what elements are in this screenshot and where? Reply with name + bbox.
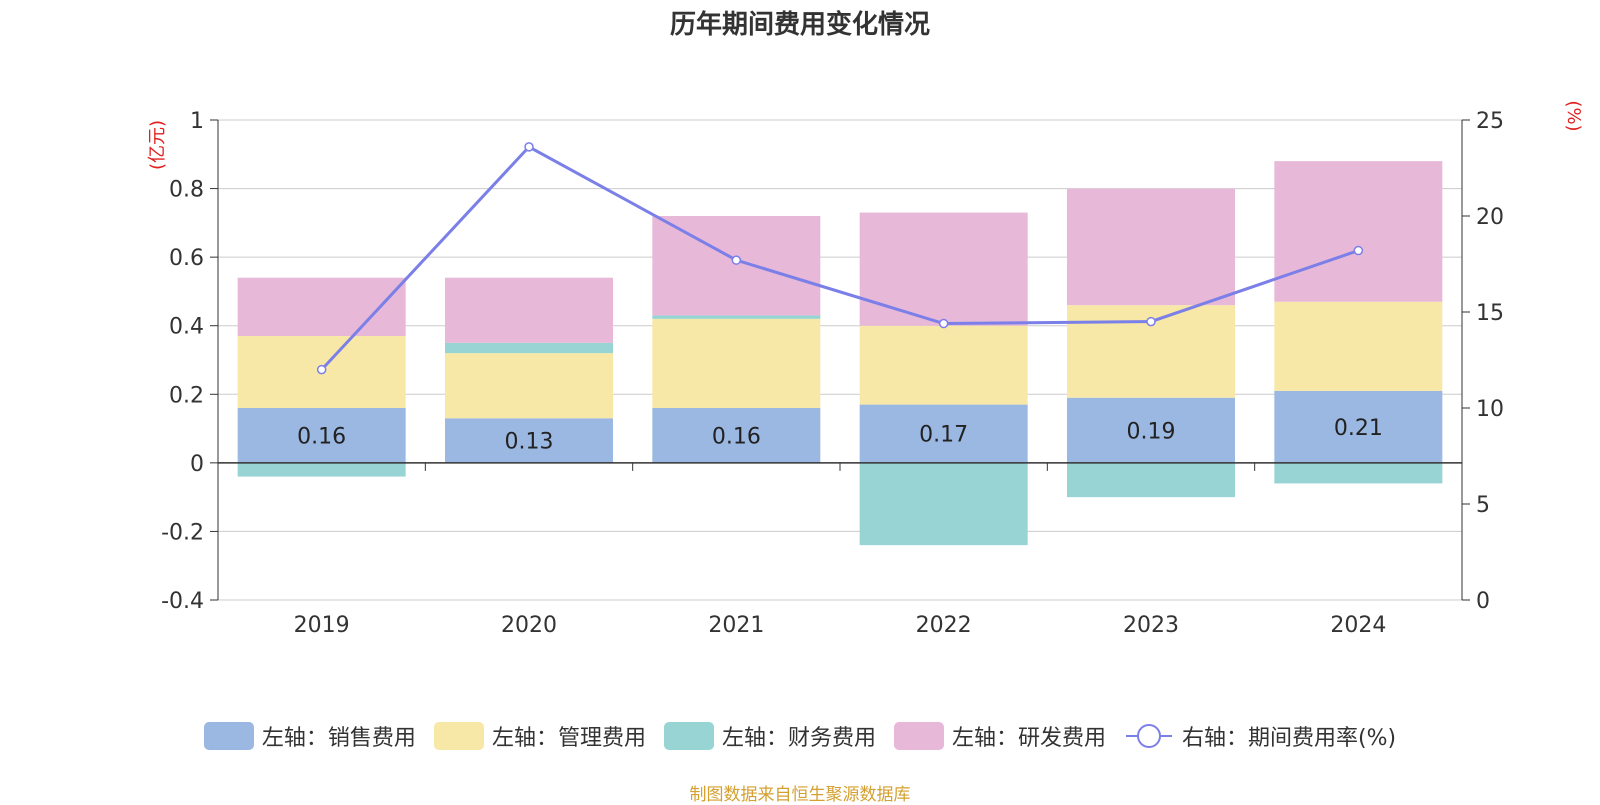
legend-label-sales: 左轴：销售费用 bbox=[261, 726, 416, 751]
legend-label-admin: 左轴：管理费用 bbox=[491, 726, 646, 751]
x-tick-label: 2023 bbox=[1123, 613, 1179, 638]
bar-0-2021 bbox=[652, 408, 821, 463]
x-tick-label: 2020 bbox=[501, 613, 557, 638]
y-left-tick-label: 1 bbox=[190, 109, 204, 134]
rate-point bbox=[1353, 245, 1364, 256]
chart-canvas: -0.4-0.200.20.40.60.810510152025(亿元)(%)2… bbox=[147, 100, 1584, 638]
data-label: 0.16 bbox=[297, 424, 346, 449]
bar-3-2021 bbox=[652, 216, 821, 316]
source-note: 制图数据来自恒生聚源数据库 bbox=[689, 785, 911, 805]
legend-swatch-finance bbox=[663, 722, 714, 750]
bar-2-2024 bbox=[1274, 462, 1443, 484]
x-tick-label: 2022 bbox=[916, 613, 972, 638]
y-right-tick-label: 0 bbox=[1476, 589, 1490, 614]
y-left-tick-label: 0.8 bbox=[169, 178, 204, 203]
bar-0-2020 bbox=[445, 418, 613, 463]
legend-swatch-rnd bbox=[893, 722, 944, 750]
bar-3-2020 bbox=[445, 277, 613, 343]
x-tick-label: 2024 bbox=[1330, 613, 1386, 638]
bar-1-2020 bbox=[445, 353, 613, 419]
y-right-unit: (%) bbox=[1563, 100, 1584, 131]
y-left-tick-label: 0.4 bbox=[169, 315, 204, 340]
y-left-tick-label: 0 bbox=[190, 452, 204, 477]
data-label: 0.16 bbox=[712, 424, 761, 449]
rate-point bbox=[731, 255, 742, 265]
legend: 左轴：销售费用 左轴：管理费用 左轴：财务费用 左轴：研发费用 右轴：期间费用率… bbox=[0, 720, 1600, 752]
y-left-tick-label: -0.2 bbox=[161, 520, 204, 545]
data-label: 0.21 bbox=[1334, 416, 1383, 441]
bar-1-2024 bbox=[1274, 301, 1443, 391]
bar-2-2023 bbox=[1067, 462, 1235, 498]
y-right-tick-label: 10 bbox=[1476, 397, 1504, 422]
x-tick-label: 2021 bbox=[708, 613, 764, 638]
x-tick-label: 2019 bbox=[294, 613, 350, 638]
bar-0-2023 bbox=[1067, 397, 1235, 463]
bar-2-2020 bbox=[445, 342, 613, 354]
rate-line bbox=[320, 145, 1359, 371]
bar-2-2019 bbox=[237, 462, 406, 477]
rate-point bbox=[524, 142, 534, 152]
legend-item-sales[interactable]: 左轴：销售费用 bbox=[203, 720, 416, 752]
bar-0-2022 bbox=[859, 404, 1028, 463]
bar-2-2022 bbox=[859, 462, 1028, 546]
legend-item-rnd[interactable]: 左轴：研发费用 bbox=[893, 720, 1106, 752]
y-right-tick-label: 15 bbox=[1476, 301, 1504, 326]
bar-1-2022 bbox=[859, 325, 1028, 405]
data-label: 0.19 bbox=[1127, 419, 1176, 444]
legend-item-admin[interactable]: 左轴：管理费用 bbox=[433, 720, 646, 752]
bar-3-2019 bbox=[237, 277, 406, 336]
y-left-tick-label: 0.6 bbox=[169, 246, 204, 271]
legend-item-rate[interactable]: 右轴：期间费用率(%) bbox=[1124, 720, 1396, 752]
legend-swatch-sales bbox=[203, 722, 254, 750]
y-left-unit: (亿元) bbox=[147, 120, 168, 170]
bar-0-2019 bbox=[237, 408, 406, 463]
y-left-tick-label: -0.4 bbox=[161, 589, 204, 614]
bar-3-2022 bbox=[859, 212, 1028, 326]
rate-point bbox=[316, 364, 327, 375]
data-label: 0.13 bbox=[505, 430, 554, 455]
y-right-tick-label: 25 bbox=[1476, 109, 1504, 134]
bar-2-2021 bbox=[652, 315, 821, 319]
legend-swatch-rate bbox=[1125, 724, 1172, 748]
y-right-tick-label: 20 bbox=[1476, 205, 1504, 230]
bar-3-2023 bbox=[1067, 188, 1235, 306]
legend-label-rate: 右轴：期间费用率(%) bbox=[1181, 726, 1397, 751]
data-label: 0.17 bbox=[919, 423, 968, 448]
y-left-tick-label: 0.2 bbox=[169, 383, 204, 408]
y-right-tick-label: 5 bbox=[1476, 493, 1490, 518]
bar-1-2021 bbox=[652, 318, 821, 408]
legend-swatch-admin bbox=[433, 722, 484, 750]
bar-0-2024 bbox=[1274, 390, 1443, 463]
legend-label-rnd: 左轴：研发费用 bbox=[951, 726, 1106, 751]
legend-label-finance: 左轴：财务费用 bbox=[721, 726, 876, 751]
legend-item-finance[interactable]: 左轴：财务费用 bbox=[663, 720, 876, 752]
chart-title: 历年期间费用变化情况 bbox=[669, 10, 930, 40]
rate-point bbox=[1146, 316, 1156, 327]
rate-point bbox=[938, 318, 949, 329]
bar-3-2024 bbox=[1274, 161, 1443, 302]
